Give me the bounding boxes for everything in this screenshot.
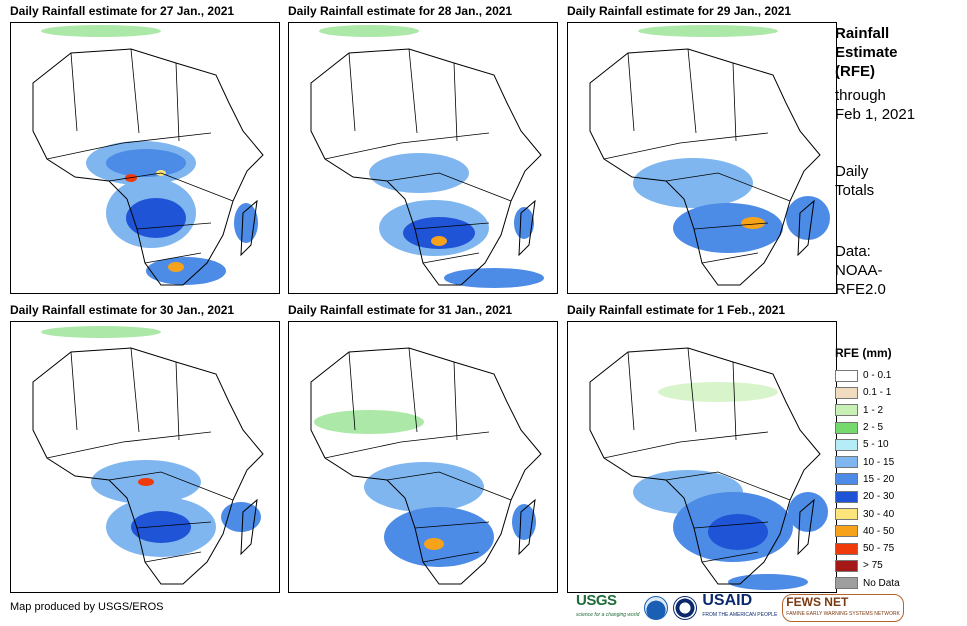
map-panel-1-feb: Daily Rainfall estimate for 1 Feb., 2021 bbox=[567, 303, 837, 593]
sidebar-title: Rainfall Estimate (RFE) bbox=[835, 24, 960, 81]
map-panel-27-jan: Daily Rainfall estimate for 27 Jan., 202… bbox=[10, 4, 280, 294]
legend-item: 40 - 50 bbox=[835, 523, 900, 540]
legend-item: 0.1 - 1 bbox=[835, 384, 900, 401]
legend-label: 5 - 10 bbox=[863, 439, 889, 451]
legend-swatch bbox=[835, 508, 858, 521]
legend-swatch bbox=[835, 369, 858, 382]
legend-swatch bbox=[835, 577, 858, 590]
fews-tagline: FAMINE EARLY WARNING SYSTEMS NETWORK bbox=[786, 611, 900, 617]
panel-title: Daily Rainfall estimate for 30 Jan., 202… bbox=[10, 303, 235, 317]
country-borders bbox=[589, 347, 821, 585]
map-panel-31-jan: Daily Rainfall estimate for 31 Jan., 202… bbox=[288, 303, 558, 593]
legend-label: No Data bbox=[863, 577, 900, 589]
through-date: through Feb 1, 2021 bbox=[835, 86, 960, 124]
legend-label: 0 - 0.1 bbox=[863, 370, 892, 382]
rainfall-map bbox=[288, 22, 558, 294]
legend-label: 30 - 40 bbox=[863, 508, 895, 520]
totals-line: Totals bbox=[835, 182, 875, 199]
rainfall-map bbox=[567, 22, 837, 294]
legend-title: RFE (mm) bbox=[835, 346, 892, 360]
panel-title: Daily Rainfall estimate for 29 Jan., 202… bbox=[567, 4, 792, 18]
through-line: through bbox=[835, 87, 886, 104]
totals-line: Daily bbox=[835, 163, 869, 180]
rainfall-overlay bbox=[41, 25, 258, 285]
legend-item: 50 - 75 bbox=[835, 540, 900, 557]
legend-item: > 75 bbox=[835, 557, 900, 574]
legend-swatch bbox=[835, 473, 858, 486]
legend-swatch bbox=[835, 542, 858, 555]
legend-label: 20 - 30 bbox=[863, 491, 895, 503]
legend-swatch bbox=[835, 490, 858, 503]
title-line: Estimate bbox=[835, 44, 898, 61]
legend-label: 10 - 15 bbox=[863, 456, 895, 468]
data-line: RFE2.0 bbox=[835, 281, 886, 298]
panel-title: Daily Rainfall estimate for 31 Jan., 202… bbox=[288, 303, 513, 317]
legend-item: 10 - 15 bbox=[835, 453, 900, 470]
map-panel-29-jan: Daily Rainfall estimate for 29 Jan., 202… bbox=[567, 4, 837, 294]
country-borders bbox=[32, 347, 264, 585]
legend-swatch bbox=[835, 438, 858, 451]
legend-swatch bbox=[835, 456, 858, 469]
partner-logos: USGS science for a changing world USAID … bbox=[576, 592, 904, 622]
rainfall-overlay bbox=[633, 25, 830, 253]
rainfall-overlay bbox=[41, 326, 261, 557]
legend-label: 1 - 2 bbox=[863, 404, 884, 416]
rainfall-overlay bbox=[633, 382, 828, 590]
legend-item: 20 - 30 bbox=[835, 488, 900, 505]
rainfall-overlay bbox=[319, 25, 544, 288]
fews-logo-text: FEWS NET bbox=[786, 595, 849, 609]
panel-title: Daily Rainfall estimate for 27 Jan., 202… bbox=[10, 4, 235, 18]
usaid-logo: USAID FROM THE AMERICAN PEOPLE bbox=[702, 592, 778, 622]
legend-item: 1 - 2 bbox=[835, 402, 900, 419]
legend-swatch bbox=[835, 559, 858, 572]
data-line: Data: bbox=[835, 243, 871, 260]
legend-label: 15 - 20 bbox=[863, 473, 895, 485]
usgs-tagline: science for a changing world bbox=[576, 612, 640, 618]
data-source: Data: NOAA- RFE2.0 bbox=[835, 242, 960, 299]
legend-item: 2 - 5 bbox=[835, 419, 900, 436]
legend-item: 5 - 10 bbox=[835, 436, 900, 453]
legend-item: No Data bbox=[835, 575, 900, 592]
legend-label: > 75 bbox=[863, 560, 883, 572]
legend-item: 30 - 40 bbox=[835, 505, 900, 522]
legend-swatch bbox=[835, 421, 858, 434]
rainfall-overlay bbox=[314, 410, 536, 567]
legend-item: 15 - 20 bbox=[835, 471, 900, 488]
title-line: (RFE) bbox=[835, 63, 875, 80]
map-panel-28-jan: Daily Rainfall estimate for 28 Jan., 202… bbox=[288, 4, 558, 294]
rainfall-map bbox=[10, 22, 280, 294]
country-borders bbox=[32, 48, 264, 286]
legend-swatch bbox=[835, 386, 858, 399]
rainfall-map bbox=[10, 321, 280, 593]
rainfall-map bbox=[567, 321, 837, 593]
panel-title: Daily Rainfall estimate for 1 Feb., 2021 bbox=[567, 303, 786, 317]
daily-totals: Daily Totals bbox=[835, 162, 960, 200]
data-line: NOAA- bbox=[835, 262, 883, 279]
usaid-logo-text: USAID bbox=[702, 592, 753, 609]
usgs-logo: USGS science for a changing world bbox=[576, 592, 640, 622]
legend-swatch bbox=[835, 525, 858, 538]
legend-item: 0 - 0.1 bbox=[835, 367, 900, 384]
title-line: Rainfall bbox=[835, 25, 890, 42]
country-borders bbox=[310, 347, 542, 585]
rfe-legend: RFE (mm) 0 - 0.1 0.1 - 1 1 - 2 2 - 5 5 - 10 1… bbox=[835, 346, 900, 592]
legend-label: 0.1 - 1 bbox=[863, 387, 892, 399]
country-borders bbox=[589, 48, 821, 286]
panel-title: Daily Rainfall estimate for 28 Jan., 202… bbox=[288, 4, 513, 18]
legend-label: 2 - 5 bbox=[863, 422, 884, 434]
usaid-tagline: FROM THE AMERICAN PEOPLE bbox=[702, 612, 778, 618]
usaid-seal-icon bbox=[673, 596, 698, 620]
legend-swatch bbox=[835, 404, 858, 417]
usgs-logo-text: USGS bbox=[576, 592, 617, 609]
map-panel-30-jan: Daily Rainfall estimate for 30 Jan., 202… bbox=[10, 303, 280, 593]
rainfall-map bbox=[288, 321, 558, 593]
legend-label: 40 - 50 bbox=[863, 525, 895, 537]
through-line: Feb 1, 2021 bbox=[835, 106, 916, 123]
fews-net-logo: FEWS NET FAMINE EARLY WARNING SYSTEMS NE… bbox=[782, 594, 904, 622]
legend-label: 50 - 75 bbox=[863, 543, 895, 555]
country-borders bbox=[310, 48, 542, 286]
map-credit: Map produced by USGS/EROS bbox=[10, 601, 164, 613]
noaa-logo-icon bbox=[644, 596, 669, 620]
